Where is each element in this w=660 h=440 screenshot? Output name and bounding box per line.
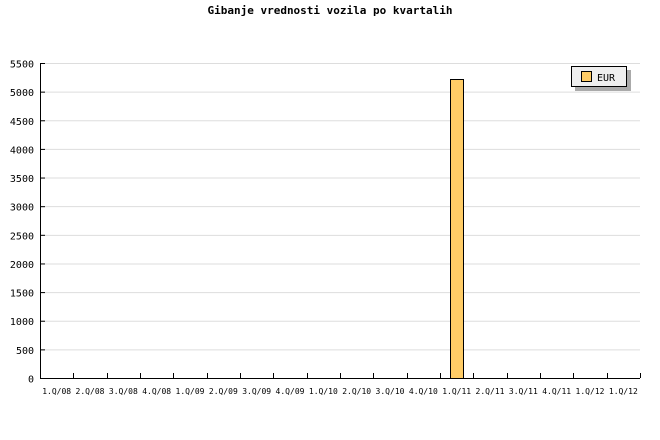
x-tick-label: 1.Q/09 — [176, 387, 205, 396]
y-tick-label: 3000 — [10, 203, 34, 214]
x-tick-label: 1.Q/08 — [42, 387, 71, 396]
y-tick-label: 1000 — [10, 317, 34, 328]
y-tick-label: 4000 — [10, 145, 34, 156]
y-tick-label: 4500 — [10, 117, 34, 128]
y-tick-label: 2500 — [10, 231, 34, 242]
y-tick-label: 1500 — [10, 289, 34, 300]
y-tick-label: 500 — [16, 346, 34, 357]
legend-swatch — [581, 71, 592, 82]
x-tick-label: 1.Q/12 — [576, 387, 605, 396]
x-tick-label: 1.Q/11 — [442, 387, 471, 396]
legend-label: EUR — [597, 73, 616, 84]
x-tick-label: 2.Q/09 — [209, 387, 238, 396]
y-tick-label: 5000 — [10, 88, 34, 99]
x-tick-label: 1.Q/10 — [309, 387, 338, 396]
x-tick-label: 3.Q/09 — [242, 387, 271, 396]
y-tick-label: 2000 — [10, 260, 34, 271]
x-tick-label: 2.Q/08 — [76, 387, 105, 396]
chart-title: Gibanje vrednosti vozila po kvartalih — [207, 4, 453, 17]
y-tick-label: 5500 — [10, 60, 34, 71]
x-tick-label: 3.Q/11 — [509, 387, 538, 396]
x-tick-label: 4.Q/10 — [409, 387, 438, 396]
x-tick-label: 3.Q/10 — [376, 387, 405, 396]
x-tick-label: 4.Q/11 — [542, 387, 571, 396]
y-tick-label: 0 — [28, 375, 34, 386]
x-tick-label: 1.Q/12 — [609, 387, 638, 396]
x-tick-label: 2.Q/10 — [342, 387, 371, 396]
bar — [450, 79, 464, 379]
x-tick-label: 4.Q/08 — [142, 387, 171, 396]
y-tick-label: 3500 — [10, 174, 34, 185]
x-tick-label: 4.Q/09 — [276, 387, 305, 396]
x-tick-label: 3.Q/08 — [109, 387, 138, 396]
x-tick-label: 2.Q/11 — [476, 387, 505, 396]
